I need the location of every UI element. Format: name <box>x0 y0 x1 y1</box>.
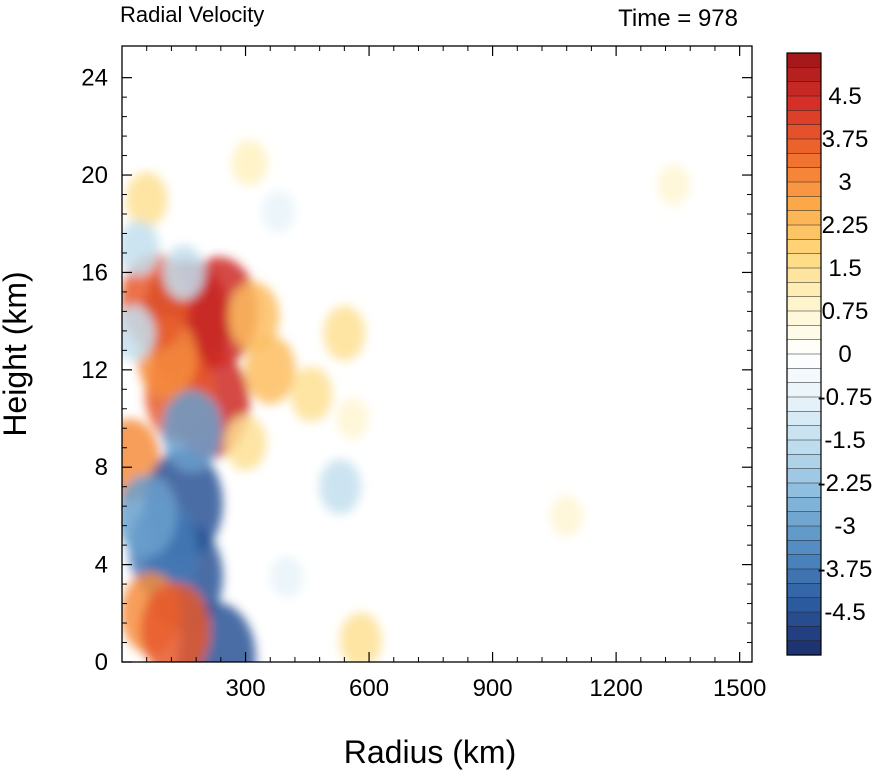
colorbar-swatch <box>786 196 822 212</box>
velocity-field <box>122 139 691 662</box>
plot-frame <box>121 45 753 663</box>
colorbar-swatch <box>786 267 822 283</box>
velocity-cell-9 <box>244 335 296 405</box>
velocity-cell-10 <box>224 415 267 471</box>
colorbar-swatch <box>786 339 822 355</box>
chart-subtitle: Time = 978 <box>618 5 738 32</box>
velocity-cell-22 <box>162 244 205 300</box>
colorbar-swatch <box>786 224 822 240</box>
velocity-cell-28 <box>141 582 210 662</box>
colorbar-label: 4.5 <box>828 83 861 110</box>
x-tick-label: 600 <box>349 675 389 702</box>
colorbar-swatch <box>786 167 822 183</box>
y-tick-label: 0 <box>95 649 108 676</box>
colorbar-swatch <box>786 282 822 298</box>
colorbar-label: 0.75 <box>822 298 869 325</box>
colorbar-swatch <box>786 525 822 541</box>
colorbar-swatch <box>786 153 822 169</box>
velocity-cell-7 <box>125 171 168 227</box>
colorbar-frame <box>786 52 822 656</box>
velocity-cell-14 <box>231 139 268 186</box>
colorbar-swatch <box>786 482 822 498</box>
colorbar-label: 2.25 <box>822 212 869 239</box>
chart-title: Radial Velocity <box>120 2 264 27</box>
x-tick-label: 1500 <box>713 675 766 702</box>
axis-ticks: 300 600 900 1200 1500 0 4 8 12 16 20 24 <box>81 46 766 702</box>
velocity-cell-19 <box>162 389 222 472</box>
colorbar-label: 0 <box>838 341 851 368</box>
colorbar-swatch <box>786 138 822 154</box>
colorbar-label: -3.75 <box>818 556 873 583</box>
velocity-cell-21 <box>122 220 160 276</box>
colorbar-swatch <box>786 396 822 412</box>
velocity-cell-18 <box>122 474 177 557</box>
velocity-cell-8 <box>228 282 280 351</box>
colorbar-swatch <box>786 239 822 255</box>
velocity-cell-29 <box>339 612 382 662</box>
x-axis-label: Radius (km) <box>344 734 516 770</box>
colorbar-swatch <box>786 568 822 584</box>
colorbar-swatch <box>786 611 822 627</box>
colorbar-swatch <box>786 439 822 455</box>
colorbar-swatch <box>786 454 822 470</box>
colorbar-swatch <box>786 511 822 527</box>
colorbar-swatch <box>786 626 822 642</box>
velocity-cell-11 <box>290 366 333 422</box>
colorbar-label: 1.5 <box>828 255 861 282</box>
x-tick-label: 300 <box>226 675 266 702</box>
colorbar-swatch <box>786 124 822 140</box>
colorbar-swatch <box>786 110 822 126</box>
colorbar-label: -3 <box>834 513 855 540</box>
colorbar-swatch <box>786 253 822 269</box>
colorbar-label: 3.75 <box>822 126 869 153</box>
colorbar-label: -0.75 <box>818 384 873 411</box>
x-tick-label: 1200 <box>589 675 642 702</box>
y-tick-label: 24 <box>81 65 108 92</box>
velocity-cell-20 <box>122 305 156 361</box>
y-tick-label: 20 <box>81 162 108 189</box>
colorbar-swatch <box>786 425 822 441</box>
colorbar-swatch <box>786 353 822 369</box>
colorbar-swatch <box>786 382 822 398</box>
velocity-cell-25 <box>270 556 304 598</box>
x-tick-label: 900 <box>473 675 513 702</box>
colorbar-label: 3 <box>838 169 851 196</box>
colorbar: 4.5 3.75 3 2.25 1.5 0.75 0 -0.75 -1.5 -2.25 -3 -3.7… <box>786 52 873 656</box>
colorbar-swatch <box>786 67 822 83</box>
y-tick-label: 12 <box>81 357 108 384</box>
colorbar-swatch <box>786 210 822 226</box>
colorbar-label: -4.5 <box>824 599 865 626</box>
colorbar-swatch <box>786 368 822 384</box>
y-tick-label: 4 <box>95 552 108 579</box>
colorbar-swatch <box>786 468 822 484</box>
colorbar-label: -1.5 <box>824 427 865 454</box>
colorbar-swatch <box>786 411 822 427</box>
colorbar-swatch <box>786 81 822 97</box>
velocity-cell-24 <box>319 459 362 515</box>
colorbar-swatch <box>786 640 822 656</box>
colorbar-swatch <box>786 497 822 513</box>
colorbar-swatch <box>786 310 822 326</box>
velocity-cell-23 <box>262 190 295 233</box>
y-tick-label: 8 <box>95 454 108 481</box>
velocity-cell-31 <box>657 164 691 206</box>
colorbar-swatch <box>786 296 822 312</box>
velocity-cell-12 <box>323 305 366 361</box>
colorbar-swatch <box>786 52 822 68</box>
colorbar-swatch <box>786 554 822 570</box>
colorbar-swatch <box>786 95 822 111</box>
y-axis-label: Height (km) <box>0 271 33 436</box>
colorbar-label: -2.25 <box>818 470 873 497</box>
velocity-cell-13 <box>336 397 370 440</box>
colorbar-swatch <box>786 583 822 599</box>
colorbar-swatch <box>786 597 822 613</box>
colorbar-swatch <box>786 325 822 341</box>
y-tick-label: 16 <box>81 259 108 286</box>
colorbar-swatch <box>786 540 822 556</box>
velocity-cell-30 <box>550 495 584 537</box>
colorbar-swatch <box>786 181 822 197</box>
